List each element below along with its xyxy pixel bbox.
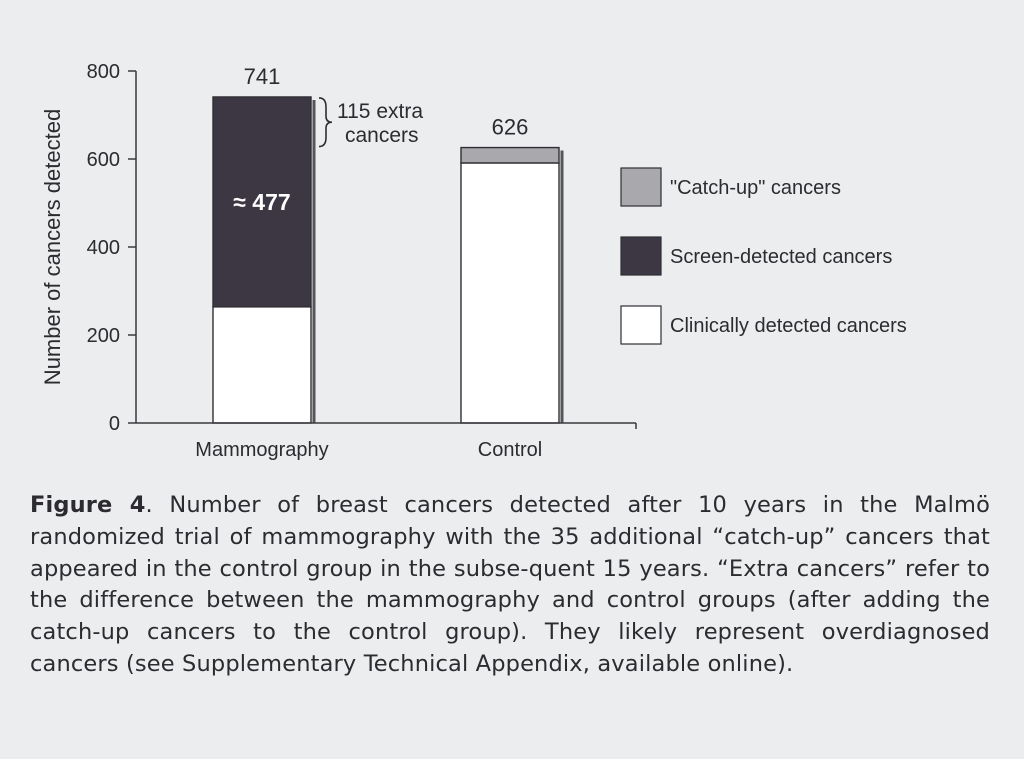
figure-caption: Figure 4. Number of breast cancers detec… (30, 490, 990, 681)
screen-detected-value-label: ≈ 477 (233, 189, 290, 215)
y-tick-label: 800 (87, 61, 120, 83)
y-axis-title: Number of cancers detected (40, 109, 65, 385)
legend-label-catch-up-cancers: "Catch-up" cancers (670, 177, 841, 199)
y-tick-label: 400 (87, 237, 120, 259)
legend-swatch-screen-detected-cancers (620, 236, 662, 276)
caption-figure-label: Figure 4 (30, 492, 146, 518)
legend-label-clinically-detected-cancers: Clinically detected cancers (670, 315, 907, 337)
legend-swatch-clinically-detected-cancers (620, 305, 662, 345)
bar-segment-clinically-detected-cancers (460, 162, 560, 424)
extra-cancers-label-line2: cancers (345, 124, 419, 147)
bar-total-label: 741 (244, 64, 281, 89)
bar-total-label: 626 (492, 115, 529, 140)
x-category-label: Control (478, 439, 542, 461)
legend-label-screen-detected-cancers: Screen-detected cancers (670, 246, 892, 268)
bar-segment-screen-detected-cancers (212, 96, 312, 308)
extra-cancers-brace (318, 97, 333, 148)
bar-segment-catch-up-cancers (460, 146, 560, 164)
y-tick-label: 600 (87, 149, 120, 171)
y-tick-label: 0 (109, 413, 120, 435)
extra-cancers-label-line1: 115 extra (337, 100, 423, 123)
bar-segment-clinically-detected-cancers (212, 306, 312, 424)
y-tick-label: 200 (87, 325, 120, 347)
legend-swatch-catch-up-cancers (620, 167, 662, 207)
x-category-label: Mammography (195, 439, 328, 461)
caption-text: . Number of breast cancers detected afte… (30, 492, 990, 677)
